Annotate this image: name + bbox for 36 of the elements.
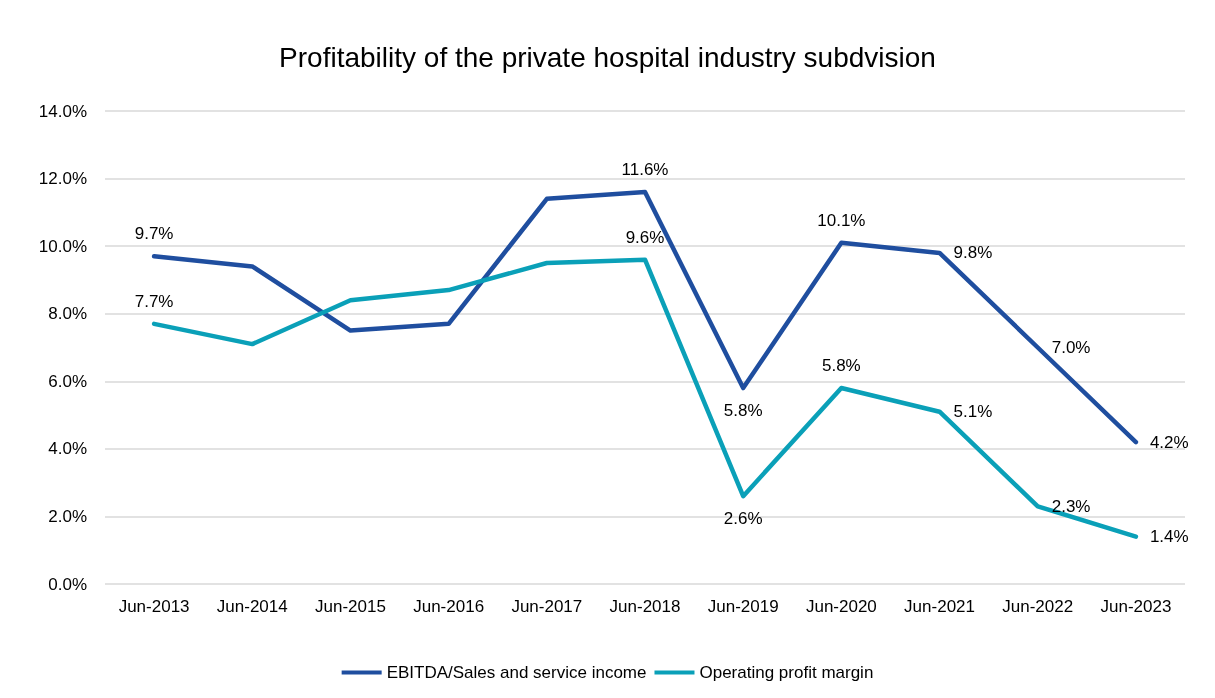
data-label: 4.2%: [1149, 432, 1189, 452]
x-tick-label: Jun-2023: [1100, 597, 1172, 616]
data-label: 5.1%: [953, 402, 993, 422]
data-label: 7.7%: [134, 291, 174, 311]
data-label: 9.6%: [625, 227, 665, 247]
data-label: 1.4%: [1149, 527, 1189, 547]
x-tick-label: Jun-2022: [1002, 597, 1074, 616]
x-tick-label: Jun-2017: [511, 597, 583, 616]
x-tick-label: Jun-2015: [315, 597, 386, 616]
data-label: 5.8%: [821, 356, 861, 376]
x-tick-label: Jun-2021: [904, 597, 975, 616]
y-tick-label: 10.0%: [38, 236, 87, 256]
x-tick-label: Jun-2018: [609, 597, 681, 616]
data-label: 2.6%: [723, 509, 763, 529]
data-label: 5.8%: [723, 401, 763, 421]
y-tick-label: 0.0%: [48, 574, 87, 594]
x-tick-label: Jun-2020: [805, 597, 877, 616]
y-tick-label: 2.0%: [48, 506, 87, 526]
y-tick-label: 6.0%: [48, 371, 87, 391]
y-tick-label: 8.0%: [48, 304, 87, 324]
data-label: 10.1%: [817, 210, 866, 230]
x-tick-label: Jun-2014: [216, 597, 288, 616]
legend-label: Operating profit margin: [699, 663, 874, 682]
y-tick-label: 12.0%: [38, 169, 87, 189]
y-tick-label: 14.0%: [38, 101, 87, 121]
data-label: 7.0%: [1051, 338, 1091, 357]
legend-label: EBITDA/Sales and service income: [386, 663, 647, 682]
x-tick-label: Jun-2016: [413, 597, 485, 616]
data-label: 11.6%: [621, 160, 669, 180]
data-label: 2.3%: [1051, 496, 1091, 516]
x-tick-label: Jun-2013: [118, 597, 190, 616]
data-label: 9.8%: [953, 243, 993, 263]
data-label: 9.7%: [134, 224, 174, 244]
x-tick-label: Jun-2019: [707, 597, 779, 616]
chart-title: Profitability of the private hospital industry subdvision: [279, 41, 936, 73]
y-tick-label: 4.0%: [48, 439, 87, 459]
